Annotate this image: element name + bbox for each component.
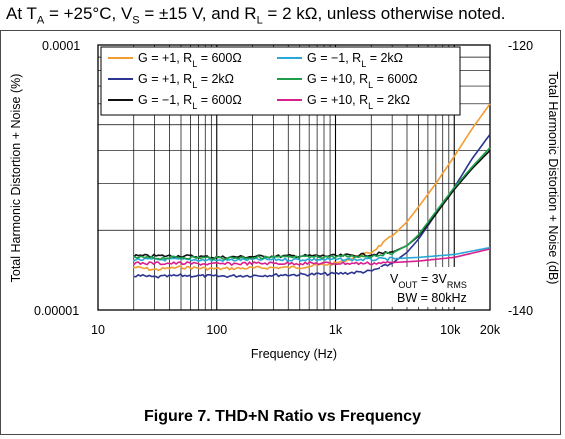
y-axis-title-right: Total Harmonic Distortion + Noise (dB)	[546, 72, 560, 285]
header-sub-ta: A	[36, 14, 45, 27]
header-sub-vs: S	[132, 14, 140, 27]
legend-label-4: G = −1, RL = 2kΩ	[307, 51, 403, 69]
figure-frame	[0, 30, 561, 435]
y2-tick-label-bottom: -140	[508, 304, 533, 318]
x-axis-title: Frequency (Hz)	[251, 347, 337, 361]
y-tick-label-top: 0.0001	[42, 39, 80, 53]
annotation-box	[380, 267, 488, 307]
series-line-1	[133, 103, 491, 272]
x-gridlines	[133, 45, 455, 310]
header-text-1: At T	[6, 4, 37, 23]
x-tick-label: 100	[206, 323, 227, 337]
header-text-3: = ±15 V, and R	[139, 4, 257, 23]
legend-label-3: G = −1, RL = 600Ω	[138, 93, 242, 111]
legend-label-1: G = +1, RL = 600Ω	[138, 51, 242, 69]
header-sub-rl: L	[256, 14, 263, 27]
header-text-2: = +25°C, V	[44, 4, 133, 23]
legend-label-2: G = +1, RL = 2kΩ	[138, 72, 234, 90]
x-tick-label: 10k	[440, 323, 461, 337]
x-tick-labels: 10 100 1k 10k 20k	[91, 323, 501, 337]
legend-label-6: G = +10, RL = 2kΩ	[307, 93, 410, 111]
series-line-4	[133, 246, 491, 263]
annotation-bw: BW = 80kHz	[397, 291, 467, 305]
series-group	[133, 103, 491, 279]
annotation-vout: VOUT = 3VRMS	[390, 272, 467, 290]
legend-label-5: G = +10, RL = 600Ω	[307, 72, 418, 90]
y2-tick-label-top: -120	[508, 39, 533, 53]
series-line-5	[133, 147, 491, 261]
x-tick-label: 10	[91, 323, 105, 337]
plot-border	[97, 44, 491, 311]
y-tick-label-bottom: 0.00001	[34, 304, 79, 318]
conditions-header: At TA = +25°C, VS = ±15 V, and RL = 2 kΩ…	[6, 4, 565, 30]
x-tick-label: 20k	[480, 323, 501, 337]
x-tick-label: 1k	[329, 323, 343, 337]
figure-caption: Figure 7. THD+N Ratio vs Frequency	[144, 408, 421, 425]
y-axis-title-left: Total Harmonic Distortion + Noise (%)	[9, 74, 23, 283]
legend: G = +1, RL = 600Ω G = +1, RL = 2kΩ G = −1,…	[100, 46, 461, 116]
series-line-6	[133, 248, 491, 266]
header-text-4: = 2 kΩ, unless otherwise noted.	[262, 4, 506, 23]
